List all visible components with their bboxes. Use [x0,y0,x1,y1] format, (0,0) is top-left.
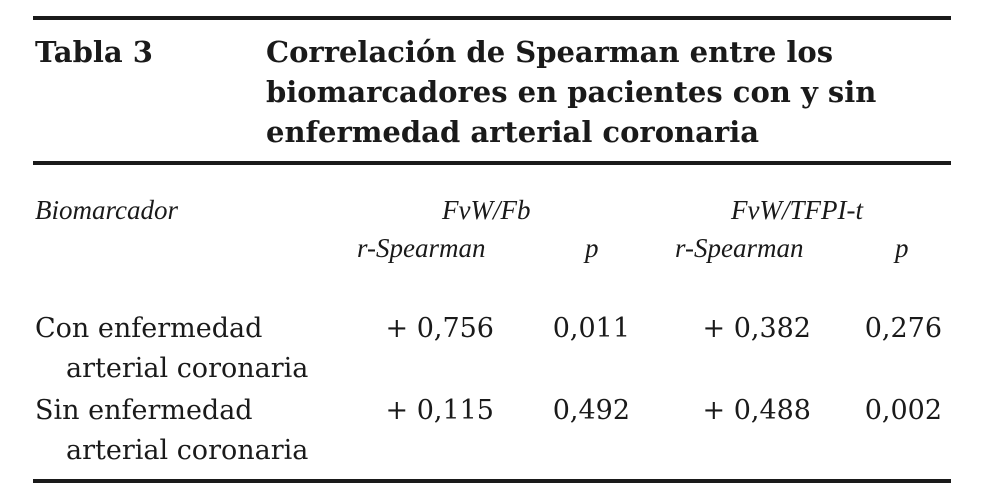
column-header-r-spearman-1: r-Spearman [357,233,486,263]
row-label-line: arterial coronaria [66,353,309,384]
table-title-line: enfermedad arterial coronaria [266,115,760,149]
row-label-line: arterial coronaria [66,435,309,466]
column-group-fvw-fb: FvW/Fb [442,195,531,225]
table-header-rule [33,161,951,165]
cell-r-spearman-fvw-tfpi: + 0,488 [702,395,811,426]
column-header-r-spearman-2: r-Spearman [675,233,804,263]
table-label: Tabla 3 [35,35,153,69]
row-label-line: Sin enfermedad [35,395,253,426]
cell-p-fvw-fb: 0,011 [552,313,630,344]
table-top-rule [33,16,951,20]
row-label-line: Con enfermedad [35,313,263,344]
cell-r-spearman-fvw-fb: + 0,115 [385,395,494,426]
table-bottom-rule [33,479,951,483]
cell-p-fvw-tfpi: 0,276 [864,313,942,344]
column-header-biomarker: Biomarcador [35,195,178,225]
column-group-fvw-tfpi: FvW/TFPI-t [731,195,863,225]
column-header-p-2: p [895,233,909,263]
table-title-line: Correlación de Spearman entre los [266,35,834,69]
cell-p-fvw-fb: 0,492 [552,395,630,426]
cell-p-fvw-tfpi: 0,002 [864,395,942,426]
column-header-p-1: p [585,233,599,263]
table-title-line: biomarcadores en pacientes con y sin [266,75,877,109]
cell-r-spearman-fvw-tfpi: + 0,382 [702,313,811,344]
cell-r-spearman-fvw-fb: + 0,756 [385,313,494,344]
